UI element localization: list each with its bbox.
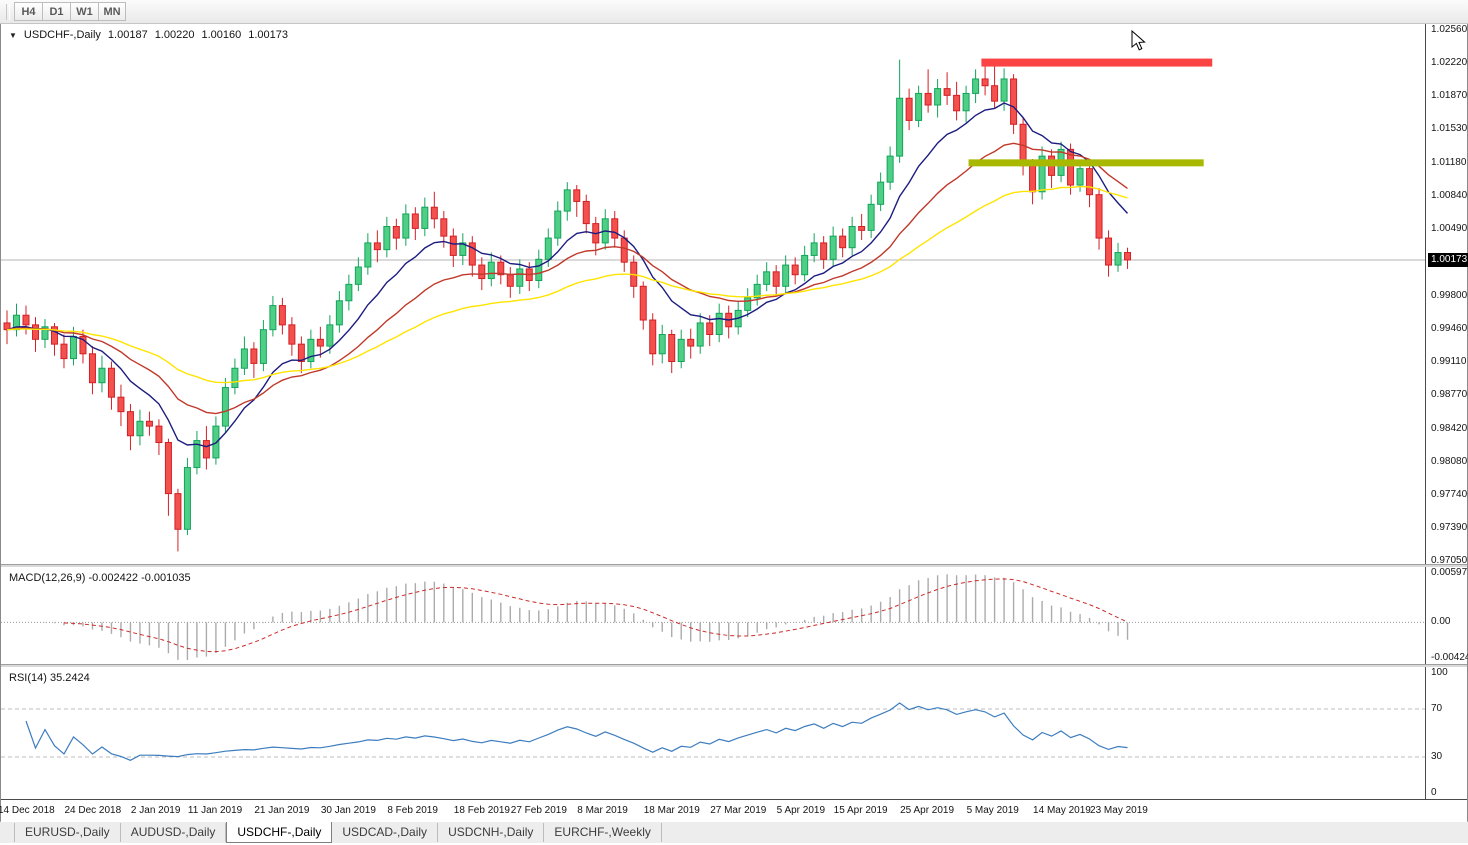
time-axis-label: 27 Mar 2019 (710, 805, 767, 816)
toolbar-grip[interactable] (6, 3, 10, 20)
support-band (968, 159, 1204, 167)
price-axis-label: 0.97740 (1431, 488, 1468, 500)
price-axis-label: 1.02220 (1431, 56, 1468, 68)
current-price-tag: 1.00173 (1428, 252, 1468, 267)
candlestick-chart-canvas[interactable] (1, 24, 1426, 564)
chart-tab-usdcnh-daily[interactable]: USDCNH-,Daily (438, 823, 545, 842)
time-axis-label: 5 Apr 2019 (776, 805, 826, 816)
macd-panel: MACD(12,26,9) -0.002422 -0.001035 0.0059… (1, 567, 1468, 664)
high-value: 1.00220 (154, 29, 195, 41)
rsi-axis-label: 70 (1431, 703, 1443, 714)
time-axis-label: 14 May 2019 (1033, 805, 1091, 816)
rsi-line (25, 702, 1128, 761)
price-axis-label: 0.99460 (1431, 322, 1468, 334)
price-axis-label: 0.98770 (1431, 389, 1468, 401)
open-value: 1.00187 (107, 29, 148, 41)
time-axis-label: 15 Apr 2019 (833, 805, 888, 816)
chart-title: ▼ USDCHF-,Daily 1.00187 1.00220 1.00160 … (9, 29, 288, 41)
mouse-cursor (1131, 30, 1146, 51)
time-axis-label: 11 Jan 2019 (187, 805, 243, 816)
time-axis-label: 5 May 2019 (966, 805, 1019, 816)
price-axis-label: 1.01180 (1431, 156, 1467, 168)
chart-window: ▼ USDCHF-,Daily 1.00187 1.00220 1.00160 … (0, 23, 1468, 822)
price-axis-label: 0.99800 (1431, 289, 1468, 301)
main-chart-panel: ▼ USDCHF-,Daily 1.00187 1.00220 1.00160 … (1, 23, 1468, 567)
time-axis-label: 24 Dec 2018 (64, 805, 122, 816)
time-axis-label: 25 Apr 2019 (900, 805, 955, 816)
macd-axis-label: 0.00 (1431, 616, 1451, 628)
time-axis-label: 18 Mar 2019 (643, 805, 700, 816)
timeframe-button-group: H4 D1 W1 MN (14, 2, 126, 21)
time-axis-label: 8 Mar 2019 (577, 805, 628, 816)
macd-label: MACD(12,26,9) -0.002422 -0.001035 (9, 572, 191, 584)
macd-signal-line (63, 578, 1128, 653)
timeframe-button-w1[interactable]: W1 (70, 2, 98, 21)
macd-axis-label: 0.00597 (1431, 567, 1468, 578)
time-axis[interactable]: 14 Dec 2018 24 Dec 2018 2 Jan 2019 11 Jan 2… (0, 799, 1467, 822)
chart-tab-usdchf-daily[interactable]: USDCHF-,Daily (226, 820, 333, 843)
time-axis-label: 30 Jan 2019 (320, 805, 376, 816)
symbol-timeframe-label: USDCHF-,Daily (23, 29, 101, 41)
macd-histogram (34, 574, 1129, 660)
price-axis-label: 0.99110 (1431, 356, 1467, 368)
macd-axis-label: -0.004243 (1431, 652, 1468, 663)
price-axis-label: 1.02560 (1431, 23, 1468, 35)
timeframe-button-d1[interactable]: D1 (42, 2, 70, 21)
rsi-axis: 100 70 30 0 (1428, 667, 1467, 799)
chart-tab-eurchf-weekly[interactable]: EURCHF-,Weekly (544, 823, 662, 842)
resistance-band (981, 58, 1213, 67)
rsi-label: RSI(14) 35.2424 (9, 672, 90, 684)
moving-average-line-10 (6, 102, 1129, 448)
timeframe-toolbar: H4 D1 W1 MN (0, 0, 1468, 24)
rsi-axis-label: 0 (1431, 787, 1437, 798)
panel-splitter[interactable] (1, 564, 1467, 567)
price-axis-label: 0.98420 (1431, 423, 1468, 434)
timeframe-button-h4[interactable]: H4 (14, 2, 42, 21)
panel-splitter[interactable] (1, 664, 1467, 667)
price-axis-label: 0.98080 (1431, 455, 1468, 467)
macd-axis: 0.00597 0.00 -0.004243 (1428, 567, 1468, 664)
rsi-panel: RSI(14) 35.2424 100 70 30 0 (1, 667, 1467, 799)
timeframe-button-mn[interactable]: MN (98, 2, 126, 21)
time-axis-label: 8 Feb 2019 (387, 805, 438, 816)
moving-average-line-22 (6, 142, 1128, 415)
chart-tab-eurusd-daily[interactable]: EURUSD-,Daily (14, 823, 121, 842)
price-axis-label: 1.00840 (1431, 189, 1468, 201)
time-axis-label: 27 Feb 2019 (510, 805, 567, 816)
price-axis-label: 0.97390 (1431, 522, 1468, 534)
chart-tab-usdcad-daily[interactable]: USDCAD-,Daily (332, 823, 439, 842)
close-value: 1.00173 (248, 29, 288, 41)
price-axis-label: 1.01530 (1431, 123, 1468, 135)
time-axis-label: 21 Jan 2019 (254, 805, 310, 816)
macd-chart-canvas[interactable] (1, 567, 1426, 664)
rsi-chart-canvas[interactable] (1, 667, 1426, 799)
time-axis-label: 23 May 2019 (1090, 805, 1148, 816)
time-axis-label: 2 Jan 2019 (130, 805, 181, 816)
price-axis-label: 1.01870 (1431, 90, 1468, 102)
time-axis-label: 18 Feb 2019 (453, 805, 510, 816)
moving-average-line-45 (6, 185, 1128, 384)
chevron-down-icon[interactable]: ▼ (9, 30, 17, 40)
chart-tab-bar: EURUSD-,Daily AUDUSD-,Daily USDCHF-,Daily U… (0, 820, 1468, 843)
rsi-axis-label: 100 (1431, 667, 1448, 678)
price-axis[interactable]: 1.02560 1.02220 1.01870 1.01530 1.01180 1.008… (1428, 23, 1468, 567)
rsi-axis-label: 30 (1431, 751, 1443, 762)
price-axis-label: 1.00490 (1431, 223, 1468, 235)
chart-tabs: EURUSD-,Daily AUDUSD-,Daily USDCHF-,Daily U… (14, 820, 662, 843)
chart-tab-audusd-daily[interactable]: AUDUSD-,Daily (121, 823, 227, 842)
price-axis-label: 0.97050 (1431, 555, 1468, 567)
time-axis-label: 14 Dec 2018 (0, 805, 55, 816)
low-value: 1.00160 (201, 29, 242, 41)
candlestick-series (3, 59, 1132, 552)
